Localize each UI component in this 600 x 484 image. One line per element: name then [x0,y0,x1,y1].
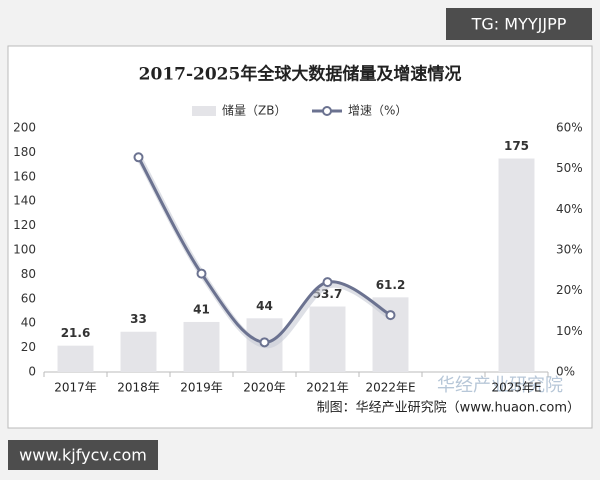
x-tick-label: 2022年E [365,381,415,395]
line-marker [133,152,144,163]
y2-tick-label: 50% [556,161,583,175]
data-label: 33 [130,312,147,326]
bar [120,331,157,372]
site-box [8,440,158,470]
x-tick-label: 2017年 [54,381,97,395]
site-text: www.kjfycv.com [19,446,147,465]
y-tick-label: 20 [21,340,36,354]
legend-swatch [322,106,332,116]
bar [309,306,346,372]
tag-box [446,8,592,40]
data-label: 44 [256,299,273,313]
line-marker [196,268,207,279]
chart-panel [7,45,593,429]
data-label: 41 [193,302,210,316]
y2-tick-label: 20% [556,283,583,297]
x-tick-label: 2025年E [491,381,541,395]
bar [57,345,94,372]
y-tick-label: 160 [13,169,36,183]
x-tick-label: 2021年 [306,381,349,395]
y-tick-label: 200 [13,121,36,135]
y2-tick-label: 10% [556,324,583,338]
legend-label: 储量（ZB） [222,103,286,118]
line-marker [322,277,333,288]
legend-swatch [192,106,216,116]
y2-tick-label: 60% [556,121,583,135]
line-marker [385,310,396,321]
source: 制图：华经产业研究院（www.huaon.com） [317,401,580,416]
y-tick-label: 80 [21,267,36,281]
bar [498,158,535,372]
data-label: 61.2 [376,278,406,292]
y-tick-label: 40 [21,316,36,330]
x-tick-label: 2018年 [117,381,160,395]
data-label: 21.6 [61,326,91,340]
y-tick-label: 120 [13,218,36,232]
y-tick-label: 140 [13,194,36,208]
legend-label: 增速（%） [348,104,407,118]
bar [183,321,220,372]
y2-tick-label: 30% [556,243,583,257]
data-label: 175 [504,139,529,153]
y2-tick-label: 0% [556,365,575,379]
chart-title: 2017-2025年全球大数据储量及增速情况 [139,64,462,85]
x-tick-label: 2020年 [243,381,286,395]
y-tick-label: 180 [13,145,36,159]
x-tick-label: 2019年 [180,381,223,395]
y2-tick-label: 40% [556,202,583,216]
y-tick-label: 0 [28,365,36,379]
y-tick-label: 60 [21,291,36,305]
watermark: 华经产业研究院 [437,375,563,396]
line-marker [259,337,270,348]
y-tick-label: 100 [13,243,36,257]
tag-text: TG: MYYJJPP [471,15,567,34]
